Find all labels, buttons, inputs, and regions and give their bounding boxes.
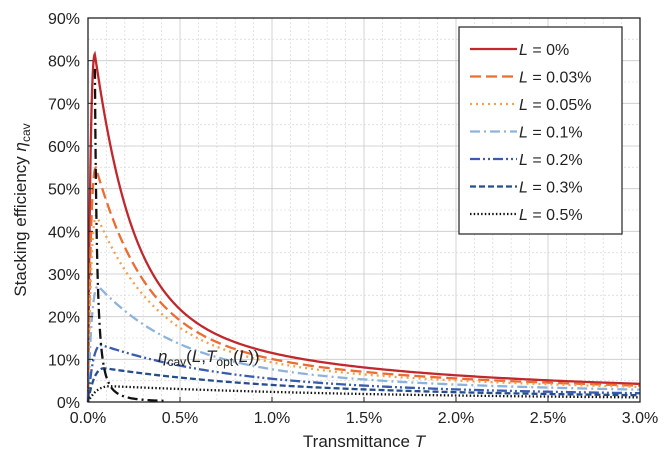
y-tick-label: 40% — [48, 224, 80, 241]
legend-label: L = 0.05% — [519, 97, 592, 114]
legend-label: L = 0.1% — [519, 125, 583, 142]
y-tick-label: 0% — [57, 395, 80, 412]
legend-label: L = 0.2% — [519, 152, 583, 169]
plot-area — [86, 50, 641, 403]
x-axis-title: Transmittance T — [303, 432, 427, 451]
y-tick-label: 70% — [48, 96, 80, 113]
legend-label: L = 0.03% — [519, 70, 592, 87]
series-line — [86, 367, 641, 403]
x-tick-label: 0.0% — [70, 410, 106, 427]
series-line — [86, 343, 641, 403]
x-tick-label: 0.5% — [162, 410, 198, 427]
legend-label: L = 0.5% — [519, 207, 583, 224]
series-line — [86, 213, 641, 403]
legend: L = 0% L = 0.03% L = 0.05% L = 0.1% L = 0.2%… — [458, 26, 623, 235]
x-tick-label: 3.0% — [622, 410, 658, 427]
x-tick-label: 1.0% — [254, 410, 290, 427]
legend-label: L = 0% — [519, 42, 569, 59]
x-tick-label: 2.5% — [530, 410, 566, 427]
y-tick-label: 20% — [48, 310, 80, 327]
optimum-annotation: ηcav(L,Topt(L)) — [158, 347, 260, 369]
optimum-curve-label: ηcav(L,Topt(L)) — [158, 347, 260, 369]
axis-titles: Transmittance T Stacking efficiency ηcav — [11, 123, 427, 451]
series-line — [86, 50, 641, 403]
y-tick-label: 30% — [48, 267, 80, 284]
y-axis-title: Stacking efficiency ηcav — [11, 123, 33, 296]
x-tick-label: 1.5% — [346, 410, 382, 427]
y-tick-label: 80% — [48, 54, 80, 71]
series-line — [86, 284, 641, 403]
legend-label: L = 0.3% — [519, 180, 583, 197]
y-tick-label: 90% — [48, 11, 80, 28]
y-tick-label: 60% — [48, 139, 80, 156]
legend-box — [458, 26, 623, 235]
axis-ticks: 0.0% 0.5% 1.0% 1.5% 2.0% 2.5% 3.0% 0% 10% 20% 30% 4… — [48, 11, 658, 427]
series-line — [86, 165, 641, 403]
series-line — [86, 385, 641, 403]
y-tick-label: 10% — [48, 352, 80, 369]
y-tick-label: 50% — [48, 182, 80, 199]
optimum-curve-line — [93, 68, 164, 402]
x-tick-label: 2.0% — [438, 410, 474, 427]
